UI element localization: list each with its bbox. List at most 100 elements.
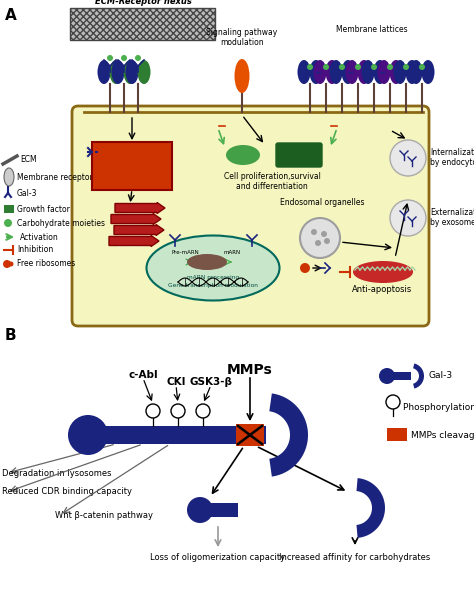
Circle shape — [390, 200, 426, 236]
Circle shape — [379, 368, 395, 384]
Text: β-catenin: β-catenin — [118, 244, 144, 248]
Text: Wnt β-catenin pathway: Wnt β-catenin pathway — [55, 510, 153, 519]
Text: Membrane lattices: Membrane lattices — [336, 25, 408, 34]
Text: B: B — [5, 328, 17, 343]
Circle shape — [3, 260, 11, 268]
Text: Cell proliferation,survival
and differentiation: Cell proliferation,survival and differen… — [224, 172, 320, 191]
Ellipse shape — [187, 254, 227, 270]
Circle shape — [300, 218, 340, 258]
Ellipse shape — [313, 60, 327, 84]
Text: β-catenin: β-catenin — [120, 222, 146, 227]
Text: MMPs cleavage site: MMPs cleavage site — [411, 431, 474, 440]
Ellipse shape — [235, 59, 249, 93]
Circle shape — [355, 64, 361, 70]
Text: Free ribosomes: Free ribosomes — [17, 259, 75, 269]
Polygon shape — [269, 393, 308, 477]
Ellipse shape — [109, 60, 122, 84]
Ellipse shape — [124, 60, 137, 84]
Ellipse shape — [353, 261, 413, 283]
Text: Activation: Activation — [20, 233, 59, 242]
Circle shape — [315, 240, 321, 246]
Ellipse shape — [326, 60, 338, 84]
Text: Inhibition: Inhibition — [17, 245, 53, 255]
Text: Gene transcription modulation: Gene transcription modulation — [168, 284, 258, 289]
Circle shape — [403, 64, 409, 70]
Bar — [4, 205, 14, 213]
Text: Erk1/2: Erk1/2 — [283, 150, 315, 160]
Ellipse shape — [126, 60, 138, 84]
Text: mARN processing: mARN processing — [187, 275, 239, 280]
Ellipse shape — [226, 145, 260, 165]
Ellipse shape — [310, 60, 322, 84]
Circle shape — [324, 238, 330, 244]
Bar — [88, 426, 266, 444]
Text: Externalization
by exosomes: Externalization by exosomes — [430, 208, 474, 227]
Text: Membrane receptor: Membrane receptor — [17, 172, 93, 181]
Polygon shape — [356, 478, 385, 538]
Text: Signaling pathway
modulation: Signaling pathway modulation — [206, 28, 278, 48]
Text: Splicosome: Splicosome — [191, 259, 223, 264]
Ellipse shape — [393, 60, 407, 84]
Text: Loss of oligomerization capacity: Loss of oligomerization capacity — [150, 553, 285, 562]
Text: Akt: Akt — [234, 152, 252, 161]
Circle shape — [196, 404, 210, 418]
Circle shape — [135, 55, 141, 61]
Ellipse shape — [421, 60, 435, 84]
Text: Growth factor: Growth factor — [17, 205, 70, 214]
Text: β-catenin
destruction
complex: β-catenin destruction complex — [113, 152, 151, 169]
Text: Increased affinity for carbohydrates: Increased affinity for carbohydrates — [279, 553, 430, 562]
Ellipse shape — [111, 60, 125, 84]
Circle shape — [121, 55, 127, 61]
Circle shape — [311, 229, 317, 235]
Text: CKI: CKI — [166, 377, 186, 387]
Ellipse shape — [98, 60, 110, 84]
Text: β-catenin: β-catenin — [124, 233, 148, 238]
Circle shape — [107, 55, 113, 61]
Text: ECM: ECM — [20, 155, 36, 164]
Circle shape — [4, 219, 12, 227]
Circle shape — [300, 263, 310, 273]
Circle shape — [171, 404, 185, 418]
Text: ECM-Receptor nexus: ECM-Receptor nexus — [94, 0, 191, 6]
Bar — [387, 428, 407, 441]
Text: GSK3-β: GSK3-β — [190, 377, 233, 387]
Circle shape — [386, 395, 400, 409]
Ellipse shape — [346, 60, 358, 84]
Circle shape — [323, 64, 329, 70]
Bar — [387, 372, 411, 380]
Text: Pre-mARN: Pre-mARN — [171, 250, 199, 256]
Circle shape — [321, 231, 327, 237]
Ellipse shape — [357, 60, 371, 84]
Polygon shape — [413, 364, 424, 389]
Bar — [236, 424, 264, 446]
FancyBboxPatch shape — [276, 143, 322, 167]
Text: Reduced CDR binding capacity: Reduced CDR binding capacity — [2, 487, 132, 496]
Ellipse shape — [410, 60, 422, 84]
Ellipse shape — [146, 236, 280, 300]
Circle shape — [307, 64, 313, 70]
Text: A: A — [5, 8, 17, 23]
FancyArrow shape — [114, 225, 164, 236]
Text: β-catenin: β-catenin — [125, 211, 149, 216]
Ellipse shape — [4, 168, 14, 186]
FancyBboxPatch shape — [72, 106, 429, 326]
Circle shape — [371, 64, 377, 70]
Ellipse shape — [405, 60, 419, 84]
Text: Endosomal organelles: Endosomal organelles — [280, 198, 364, 207]
Ellipse shape — [377, 60, 391, 84]
Ellipse shape — [341, 60, 355, 84]
Circle shape — [146, 404, 160, 418]
Ellipse shape — [329, 60, 343, 84]
Circle shape — [419, 64, 425, 70]
Bar — [70, 8, 215, 40]
Text: Carbohydrate moieties: Carbohydrate moieties — [17, 219, 105, 228]
Bar — [200, 503, 238, 517]
Circle shape — [187, 497, 213, 523]
FancyArrow shape — [115, 203, 165, 214]
Text: mARN: mARN — [223, 250, 241, 256]
Ellipse shape — [362, 60, 374, 84]
FancyArrow shape — [109, 236, 159, 247]
Text: c-Abl: c-Abl — [128, 370, 158, 380]
Ellipse shape — [298, 60, 310, 84]
FancyArrow shape — [111, 214, 161, 225]
